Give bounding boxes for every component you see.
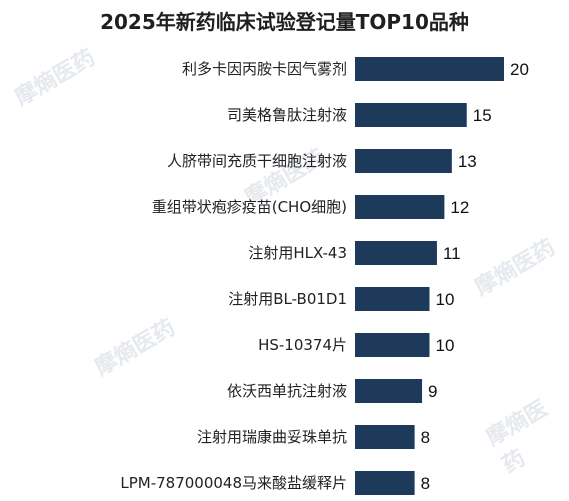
- category-label: 司美格鲁肽注射液: [227, 106, 347, 124]
- value-label: 20: [510, 60, 529, 79]
- category-label: HS-10374片: [258, 336, 347, 354]
- bar: [355, 103, 467, 127]
- bar: [355, 425, 415, 449]
- bar: [355, 471, 415, 495]
- category-label: 注射用瑞康曲妥珠单抗: [197, 428, 347, 446]
- value-label: 10: [436, 336, 455, 355]
- category-label: 依沃西单抗注射液: [227, 382, 347, 400]
- value-label: 13: [458, 152, 477, 171]
- bar: [355, 241, 437, 265]
- category-label: 注射用HLX-43: [248, 244, 347, 262]
- value-label: 10: [436, 290, 455, 309]
- category-label: 人脐带间充质干细胞注射液: [167, 152, 347, 170]
- value-label: 8: [421, 474, 430, 493]
- bar: [355, 333, 430, 357]
- bar: [355, 57, 504, 81]
- bar: [355, 149, 452, 173]
- bar: [355, 195, 445, 219]
- category-label: 注射用BL-B01D1: [228, 290, 347, 308]
- value-label: 9: [428, 382, 437, 401]
- bar: [355, 379, 423, 403]
- bar: [355, 287, 430, 311]
- value-label: 11: [443, 244, 461, 263]
- value-label: 12: [450, 198, 469, 217]
- value-label: 8: [421, 428, 430, 447]
- category-label: 利多卡因丙胺卡因气雾剂: [182, 60, 347, 78]
- category-label: 重组带状疱疹疫苗(CHO细胞): [152, 198, 347, 216]
- value-label: 15: [473, 106, 492, 125]
- category-label: LPM-787000048马来酸盐缓释片: [120, 474, 347, 492]
- chart-title: 2025年新药临床试验登记量TOP10品种: [100, 10, 469, 34]
